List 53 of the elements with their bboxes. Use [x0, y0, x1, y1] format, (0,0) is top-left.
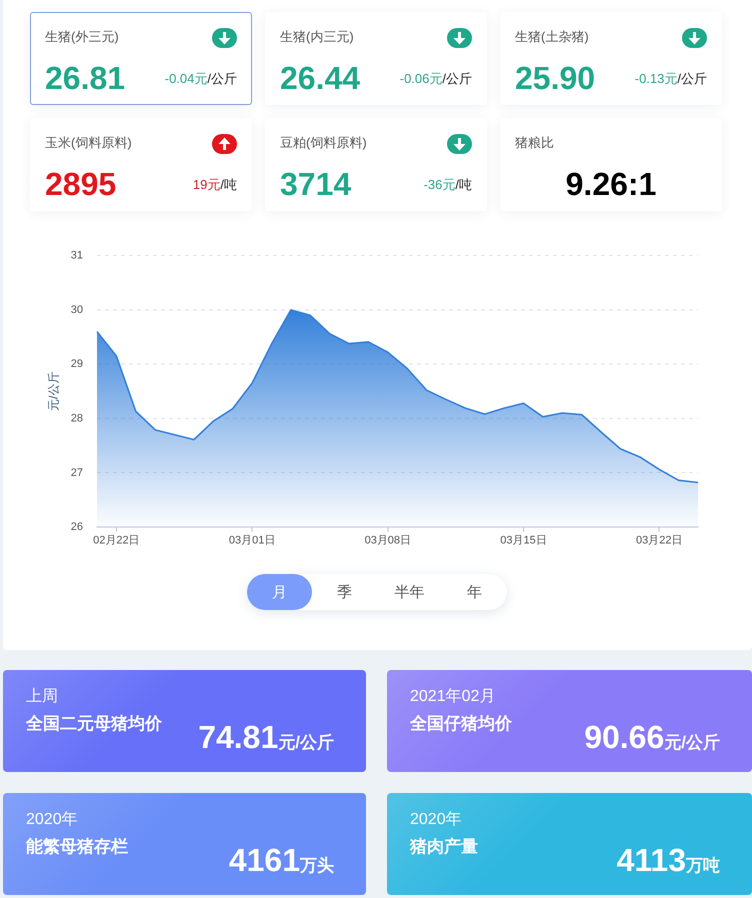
tab-button[interactable]: 年 — [442, 574, 507, 610]
y-axis-title: 元/公斤 — [46, 372, 61, 411]
text: /吨 — [455, 177, 472, 192]
text: 猪肉产量 — [410, 836, 478, 858]
text: 万头 — [300, 856, 334, 875]
text: 全国仔猪均价 — [410, 713, 512, 735]
text: 19元 — [192, 177, 220, 192]
x-tick-label: 03月01日 — [228, 534, 276, 547]
text: 2021年02月 — [410, 687, 496, 707]
text: 生猪(内三元) — [280, 28, 354, 46]
x-tick-label: 03月22日 — [636, 534, 682, 547]
text: 猪粮比 — [515, 134, 554, 152]
text: 元/公斤 — [664, 733, 720, 752]
text: 2020年 — [26, 810, 78, 830]
y-tick-label: 26 — [70, 521, 83, 534]
tab-button[interactable]: 半年 — [377, 574, 442, 610]
text: -0.06元 — [400, 71, 442, 86]
text: 4161 — [228, 842, 300, 878]
text: /吨 — [220, 177, 237, 192]
text: /公斤 — [207, 71, 237, 86]
x-tick-label: 03月15日 — [500, 534, 547, 547]
x-tick-label: 03月08日 — [364, 534, 412, 547]
y-tick-label: 29 — [70, 358, 83, 370]
text: /公斤 — [677, 71, 707, 86]
text: -36元 — [424, 177, 456, 192]
text: 豆粕(饲料原料) — [280, 134, 367, 152]
text: 能繁母猪存栏 — [26, 836, 128, 858]
text: -0.13元 — [634, 71, 678, 86]
text: 玉米(饲料原料) — [45, 134, 132, 152]
text: 生猪(外三元) — [45, 28, 119, 46]
text: 2020年 — [410, 810, 462, 830]
y-tick-label: 30 — [70, 304, 83, 316]
text: 4113 — [616, 842, 686, 878]
text: 2895 — [45, 166, 116, 202]
y-tick-label: 27 — [70, 466, 83, 479]
text: 90.66 — [584, 719, 664, 755]
text: 3714 — [280, 166, 352, 202]
text: 全国二元母猪均价 — [26, 713, 162, 735]
text: 元/公斤 — [278, 733, 334, 752]
text: 26.81 — [45, 60, 126, 96]
text: -0.04元 — [164, 71, 208, 86]
x-tick-label: 02月22日 — [93, 534, 140, 547]
text: 25.90 — [515, 60, 596, 96]
y-tick-label: 31 — [70, 250, 83, 262]
y-tick-label: 28 — [70, 412, 83, 424]
text: /公斤 — [442, 71, 472, 86]
text: 生猪(土杂猪) — [515, 28, 589, 46]
tab-button[interactable]: 季 — [312, 574, 377, 610]
text: 26.44 — [280, 60, 360, 96]
text: 74.81 — [198, 719, 278, 755]
text: 上周 — [26, 687, 58, 707]
text: 万吨 — [686, 856, 720, 875]
text: 9.26:1 — [564, 166, 658, 202]
